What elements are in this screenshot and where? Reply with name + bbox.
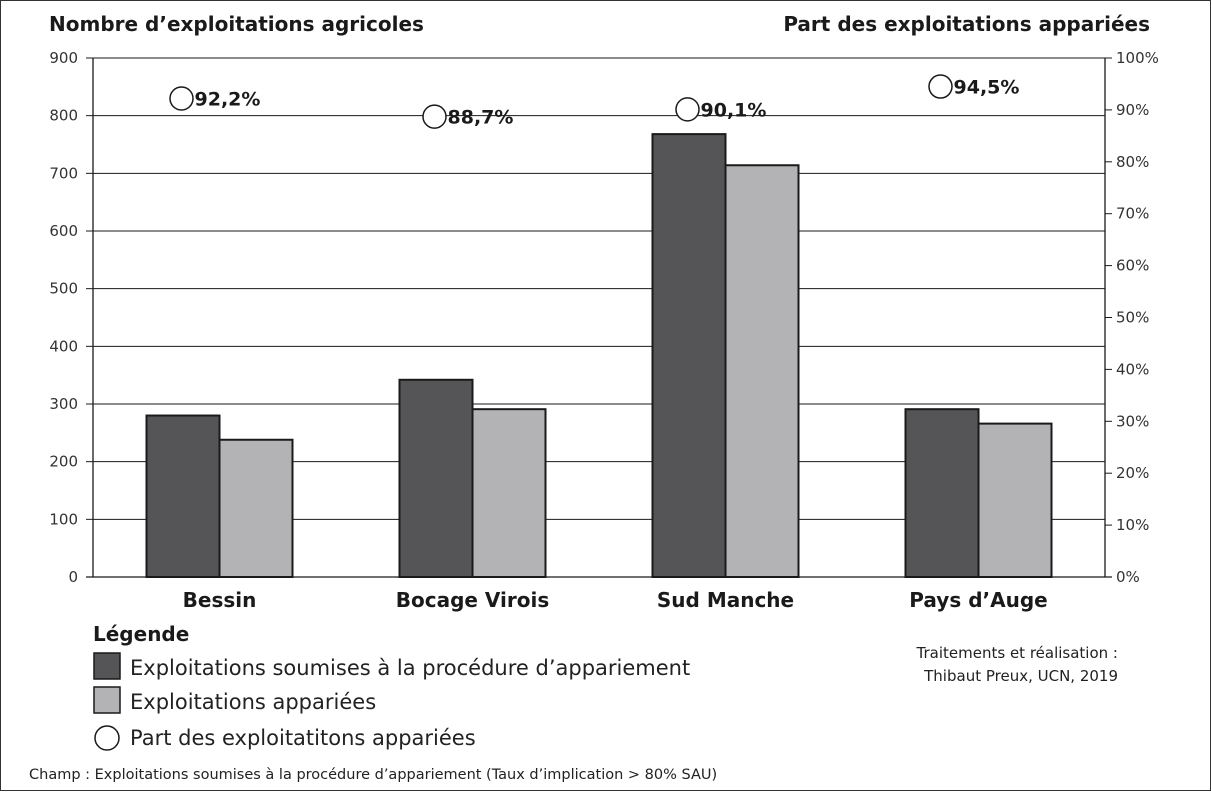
right-tick-label: 20% [1116, 464, 1149, 482]
bar-soumises [398, 378, 474, 578]
bar-soumises [651, 133, 727, 578]
category-labels: Bessin Bocage Virois Sud Manche Pays d’Auge [183, 588, 1048, 612]
left-axis-title: Nombre d’exploitations agricoles [49, 12, 424, 36]
right-tick-label: 100% [1116, 49, 1159, 67]
share-circle [422, 104, 447, 129]
left-tick-label: 600 [49, 222, 78, 240]
left-tick-label: 400 [49, 337, 78, 355]
bar-appariees [724, 164, 800, 578]
share-circle [169, 86, 194, 111]
share-circle [675, 97, 700, 122]
right-axis-title: Part des exploitations appariées [783, 12, 1150, 36]
category-label: Pays d’Auge [909, 588, 1047, 612]
right-tick-label: 0% [1116, 568, 1140, 586]
bar-appariees [218, 438, 294, 578]
right-tick-label: 90% [1116, 101, 1149, 119]
credit-line-2: Thibaut Preux, UCN, 2019 [923, 667, 1118, 685]
left-tick-label: 800 [49, 107, 78, 125]
bar-appariees [977, 422, 1053, 578]
legend-label-soumises: Exploitations soumises à la procédure d’… [130, 656, 690, 680]
bar-soumises [145, 414, 221, 578]
bars [145, 133, 1053, 578]
left-tick-label: 900 [49, 49, 78, 67]
left-tick-label: 500 [49, 280, 78, 298]
credit-line-1: Traitements et réalisation : [916, 644, 1118, 662]
axes: 0 100 200 300 400 500 600 700 800 900 0% 10% 20% 30% 4… [49, 49, 1159, 586]
share-label: 94,5% [954, 77, 1020, 99]
right-tick-label: 60% [1116, 257, 1149, 275]
legend-title: Légende [93, 622, 189, 646]
left-tick-label: 700 [49, 164, 78, 182]
share-markers: 92,2% 88,7% 90,1% 94,5% [169, 74, 1020, 129]
bar-soumises [904, 408, 980, 578]
right-tick-label: 30% [1116, 412, 1149, 430]
legend-label-part: Part des exploitatitons appariées [130, 726, 476, 750]
legend-swatch-appariees [93, 686, 121, 714]
right-tick-label: 80% [1116, 153, 1149, 171]
share-label: 90,1% [701, 99, 767, 121]
bar-appariees [471, 408, 547, 578]
footnote: Champ : Exploitations soumises à la proc… [29, 767, 717, 783]
left-tick-label: 200 [49, 453, 78, 471]
left-tick-label: 0 [68, 568, 78, 586]
category-label: Bocage Virois [396, 588, 550, 612]
right-tick-label: 50% [1116, 309, 1149, 327]
left-tick-label: 300 [49, 395, 78, 413]
right-tick-label: 70% [1116, 205, 1149, 223]
category-label: Sud Manche [657, 588, 794, 612]
legend-circle-icon [94, 725, 120, 751]
legend-swatch-soumises [93, 652, 121, 680]
left-tick-label: 100 [49, 510, 78, 528]
right-tick-label: 10% [1116, 516, 1149, 534]
share-label: 92,2% [195, 88, 261, 110]
share-circle [928, 74, 953, 99]
legend-label-appariees: Exploitations appariées [130, 690, 376, 714]
category-label: Bessin [183, 588, 257, 612]
share-label: 88,7% [448, 107, 514, 129]
right-tick-label: 40% [1116, 360, 1149, 378]
